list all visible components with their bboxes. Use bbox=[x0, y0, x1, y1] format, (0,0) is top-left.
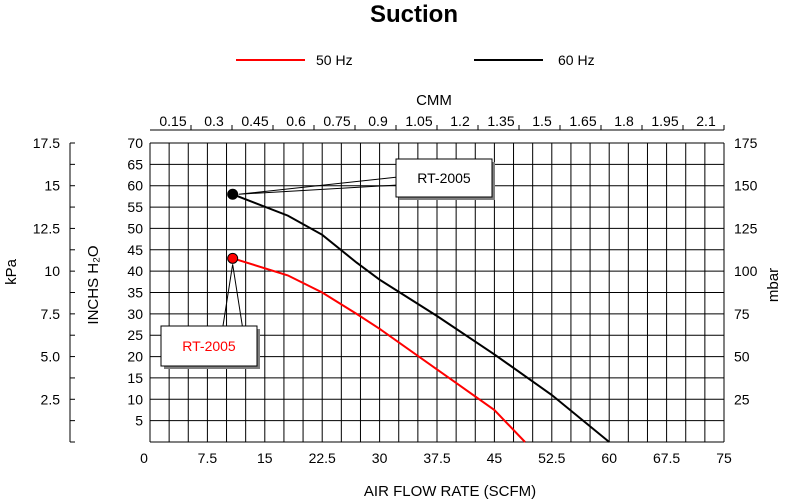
y-tick-label: 60 bbox=[127, 178, 143, 194]
cmm-tick-label: 1.35 bbox=[487, 113, 514, 129]
cmm-tick-label: 1.2 bbox=[450, 113, 470, 129]
x-tick-label: 30 bbox=[372, 450, 388, 466]
mbar-tick-label: 75 bbox=[734, 306, 750, 322]
axes bbox=[69, 125, 725, 443]
y-tick-label: 10 bbox=[127, 391, 143, 407]
x-tick-label: 67.5 bbox=[653, 450, 680, 466]
cmm-tick-label: 1.95 bbox=[651, 113, 678, 129]
cmm-tick-label: 0.45 bbox=[241, 113, 268, 129]
x-tick-label: 52.5 bbox=[538, 450, 565, 466]
top-axis-title: CMM bbox=[416, 92, 452, 109]
cmm-tick-label: 0.15 bbox=[159, 113, 186, 129]
mbar-tick-label: 25 bbox=[734, 391, 750, 407]
series-line bbox=[232, 193, 610, 443]
y-tick-label: 25 bbox=[127, 327, 143, 343]
y-tick-label: 5 bbox=[135, 413, 143, 429]
cmm-tick-label: 1.5 bbox=[532, 113, 552, 129]
legend-label: 50 Hz bbox=[316, 52, 353, 68]
x-tick-label: 60 bbox=[601, 450, 617, 466]
y-tick-label: 65 bbox=[127, 156, 143, 172]
x-tick-label: 75 bbox=[716, 450, 732, 466]
y-tick-label: 70 bbox=[127, 135, 143, 151]
kpa-tick-label: 5.0 bbox=[41, 349, 61, 365]
cmm-tick-label: 1.8 bbox=[614, 113, 634, 129]
callout-pointer bbox=[222, 264, 244, 329]
y-tick-label: 55 bbox=[127, 199, 143, 215]
kpa-tick-label: 10 bbox=[44, 263, 60, 279]
callout-pointer bbox=[238, 176, 399, 195]
plot-area bbox=[232, 193, 610, 443]
y-tick-label: 40 bbox=[127, 263, 143, 279]
y-tick-label: 35 bbox=[127, 285, 143, 301]
cmm-tick-label: 0.6 bbox=[286, 113, 306, 129]
x-tick-label: 37.5 bbox=[423, 450, 450, 466]
x-tick-label: 0 bbox=[140, 450, 148, 466]
y-tick-label: 15 bbox=[127, 370, 143, 386]
tick-labels: 0 7.5 15 22.5 30 37.5 45 52.5 60 67.5 75 5 10 15 20 25 3… bbox=[33, 113, 758, 466]
y-axis-title: INCHS H₂O bbox=[85, 245, 102, 324]
chart-title: Suction bbox=[370, 1, 458, 28]
x-tick-label: 15 bbox=[257, 450, 273, 466]
callout-box bbox=[395, 158, 493, 198]
kpa-tick-label: 15 bbox=[44, 178, 60, 194]
right-axis-title: mbar bbox=[765, 268, 782, 302]
cmm-tick-label: 0.9 bbox=[368, 113, 388, 129]
kpa-tick-label: 12.5 bbox=[33, 220, 60, 236]
callout-label: RT-2005 bbox=[417, 170, 471, 186]
mbar-tick-label: 175 bbox=[734, 135, 758, 151]
cmm-tick-label: 2.1 bbox=[696, 113, 716, 129]
series-line bbox=[232, 257, 526, 443]
legend: 50 Hz 60 Hz bbox=[236, 52, 595, 68]
x-tick-label: 22.5 bbox=[309, 450, 336, 466]
grid bbox=[149, 142, 725, 443]
left-axis-title: kPa bbox=[3, 258, 20, 285]
callout-label: RT-2005 bbox=[182, 338, 236, 354]
kpa-tick-label: 2.5 bbox=[41, 391, 61, 407]
cmm-tick-label: 1.65 bbox=[569, 113, 596, 129]
y-tick-label: 45 bbox=[127, 242, 143, 258]
cmm-tick-label: 0.3 bbox=[204, 113, 224, 129]
cmm-tick-label: 1.05 bbox=[405, 113, 432, 129]
x-tick-label: 7.5 bbox=[198, 450, 218, 466]
mbar-tick-label: 50 bbox=[734, 349, 750, 365]
series-marker bbox=[227, 188, 239, 200]
y-tick-label: 20 bbox=[127, 349, 143, 365]
series-marker bbox=[227, 252, 239, 264]
legend-label: 60 Hz bbox=[558, 52, 595, 68]
kpa-tick-label: 7.5 bbox=[41, 306, 61, 322]
annotations: RT-2005 RT-2005 bbox=[160, 158, 495, 369]
x-axis-title: AIR FLOW RATE (SCFM) bbox=[364, 483, 536, 500]
callout-box bbox=[160, 325, 258, 367]
x-tick-label: 45 bbox=[487, 450, 503, 466]
mbar-tick-label: 150 bbox=[734, 178, 758, 194]
mbar-tick-label: 125 bbox=[734, 220, 758, 236]
mbar-tick-label: 100 bbox=[734, 263, 758, 279]
y-tick-label: 50 bbox=[127, 220, 143, 236]
y-tick-label: 30 bbox=[127, 306, 143, 322]
kpa-tick-label: 17.5 bbox=[33, 135, 60, 151]
cmm-tick-label: 0.75 bbox=[323, 113, 350, 129]
